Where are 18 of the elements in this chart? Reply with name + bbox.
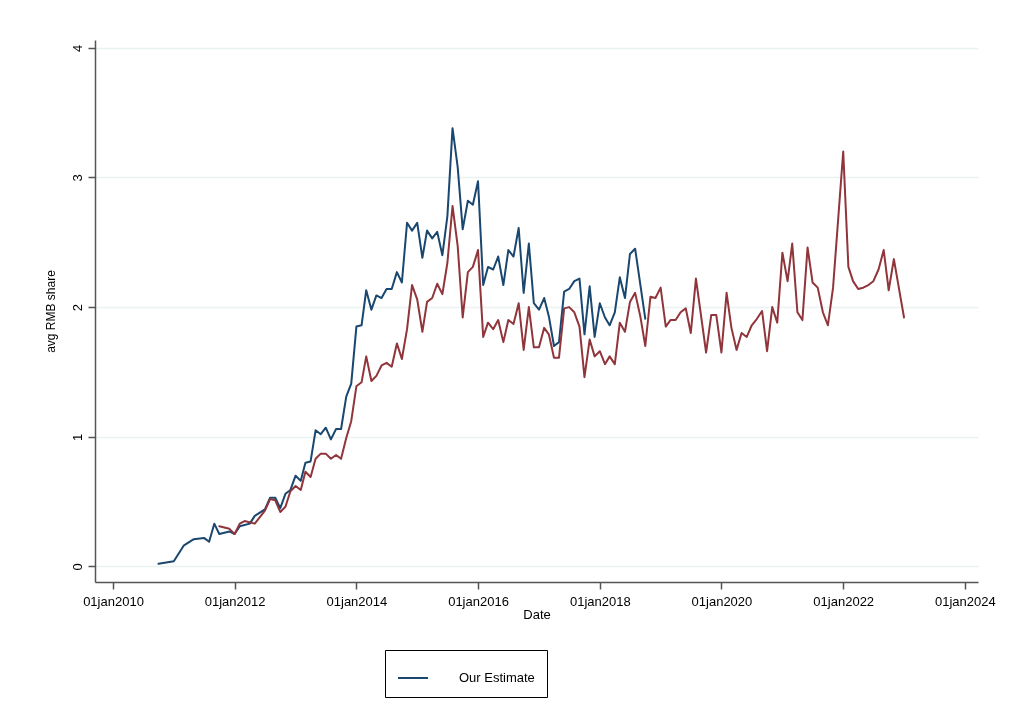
x-tick-label: 01jan2018 [569, 593, 631, 609]
y-tick-label: 0 [69, 563, 85, 571]
x-tick-label: 01jan2022 [813, 593, 875, 609]
y-tick-label: 3 [69, 174, 85, 182]
y-tick-label: 2 [69, 303, 85, 312]
x-tick-label: 01jan2012 [204, 593, 266, 609]
legend-label: Our Estimate [459, 670, 535, 685]
x-tick-label: 01jan2020 [691, 593, 753, 609]
x-tick-label: 01jan2014 [326, 593, 388, 609]
y-axis-title: avg RMB share [43, 269, 58, 353]
x-tick-label: 01jan2010 [83, 593, 144, 609]
x-axis-title: Date [523, 606, 551, 622]
x-tick-label: 01jan2016 [448, 593, 509, 609]
y-tick-label: 1 [69, 433, 85, 441]
y-tick-label: 4 [69, 44, 85, 52]
line-series [218, 150, 906, 536]
x-tick-label: 01jan2024 [934, 593, 996, 609]
line-series [157, 127, 647, 565]
